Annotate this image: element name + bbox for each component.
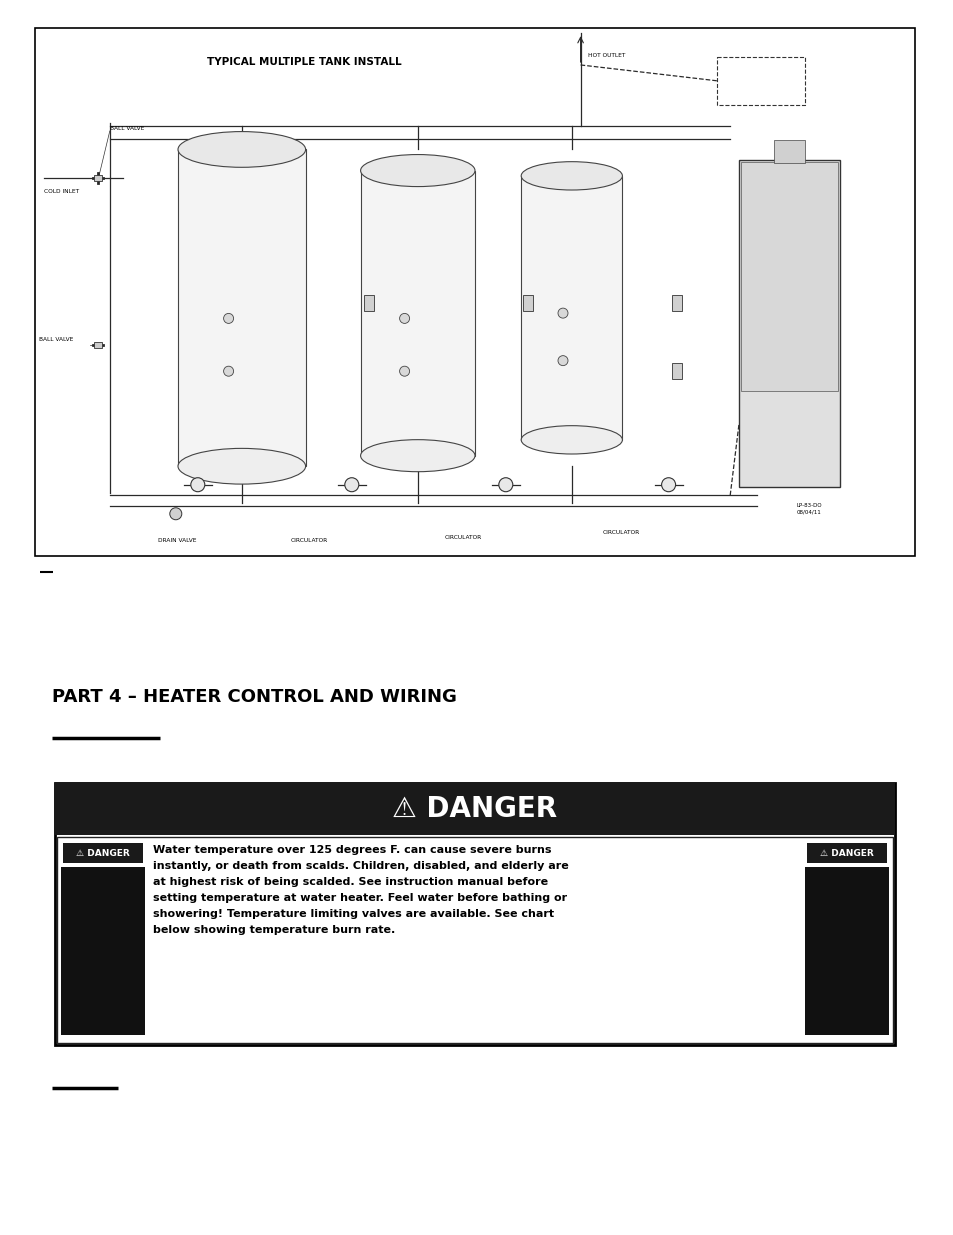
- Bar: [672, 295, 681, 310]
- Bar: [739, 161, 840, 488]
- Ellipse shape: [520, 426, 621, 454]
- Bar: [774, 141, 804, 163]
- Bar: [55, 783, 894, 835]
- Circle shape: [344, 478, 358, 492]
- Ellipse shape: [178, 448, 305, 484]
- Text: CIRCULATOR: CIRCULATOR: [290, 537, 327, 542]
- Text: at highest risk of being scalded. See instruction manual before: at highest risk of being scalded. See in…: [152, 877, 548, 887]
- Circle shape: [170, 508, 182, 520]
- Bar: [740, 162, 838, 391]
- Bar: [55, 783, 894, 1045]
- Text: ⚠ DANGER: ⚠ DANGER: [392, 795, 557, 823]
- Circle shape: [399, 314, 409, 324]
- Text: HOT OUTLET: HOT OUTLET: [587, 53, 624, 58]
- Ellipse shape: [360, 154, 475, 186]
- Text: below showing temperature burn rate.: below showing temperature burn rate.: [152, 925, 395, 935]
- Text: ⚠ DANGER: ⚠ DANGER: [820, 848, 873, 857]
- Text: BALL VALVE: BALL VALVE: [39, 337, 73, 342]
- Text: COLD INLET: COLD INLET: [44, 189, 79, 194]
- Ellipse shape: [360, 440, 475, 472]
- Text: LP-83-DO
08/04/11: LP-83-DO 08/04/11: [796, 503, 821, 514]
- Bar: [94, 175, 102, 182]
- Bar: [717, 57, 804, 105]
- Bar: [94, 342, 102, 348]
- Text: CIRCULATOR: CIRCULATOR: [444, 535, 481, 540]
- Bar: [35, 28, 914, 556]
- Bar: [61, 867, 145, 1035]
- Bar: [522, 295, 532, 310]
- Circle shape: [558, 308, 567, 319]
- Text: BALL VALVE: BALL VALVE: [110, 126, 144, 131]
- Text: CIRCULATOR: CIRCULATOR: [602, 530, 639, 535]
- Bar: [63, 844, 143, 863]
- Ellipse shape: [520, 162, 621, 190]
- Bar: [672, 363, 681, 379]
- Circle shape: [558, 356, 567, 366]
- Circle shape: [223, 314, 233, 324]
- Text: showering! Temperature limiting valves are available. See chart: showering! Temperature limiting valves a…: [152, 909, 554, 919]
- Text: setting temperature at water heater. Feel water before bathing or: setting temperature at water heater. Fee…: [152, 893, 566, 903]
- Bar: [520, 175, 621, 440]
- Bar: [360, 170, 475, 456]
- Text: PART 4 – HEATER CONTROL AND WIRING: PART 4 – HEATER CONTROL AND WIRING: [52, 688, 456, 706]
- Circle shape: [498, 478, 513, 492]
- Circle shape: [223, 367, 233, 377]
- Text: Water temperature over 125 degrees F. can cause severe burns: Water temperature over 125 degrees F. ca…: [152, 845, 551, 855]
- Text: instantly, or death from scalds. Children, disabled, and elderly are: instantly, or death from scalds. Childre…: [152, 861, 568, 871]
- Bar: [364, 295, 374, 310]
- Text: TYPICAL MULTIPLE TANK INSTALL: TYPICAL MULTIPLE TANK INSTALL: [207, 57, 401, 67]
- Circle shape: [399, 367, 409, 377]
- Circle shape: [191, 478, 205, 492]
- Text: DRAIN VALVE: DRAIN VALVE: [158, 537, 196, 542]
- Bar: [57, 837, 892, 1044]
- Ellipse shape: [178, 132, 305, 167]
- Bar: [806, 844, 886, 863]
- Bar: [804, 867, 888, 1035]
- Text: ⚠ DANGER: ⚠ DANGER: [76, 848, 130, 857]
- Bar: [178, 149, 305, 467]
- Circle shape: [661, 478, 675, 492]
